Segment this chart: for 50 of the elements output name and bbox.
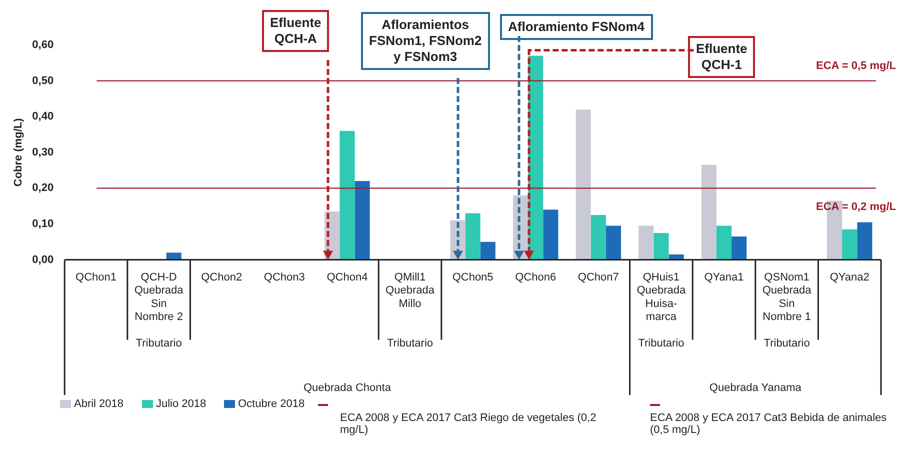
bar bbox=[340, 130, 355, 260]
y-tick-label: 0,10 bbox=[32, 218, 54, 230]
y-tick-label: 0,20 bbox=[32, 182, 54, 194]
y-tick-label: 0,50 bbox=[32, 74, 54, 87]
category-label: QCH-D Quebrada Sin Nombre 2 Tributario bbox=[134, 271, 184, 350]
bar bbox=[354, 181, 370, 260]
y-tick-label: 0,30 bbox=[32, 146, 54, 158]
x-tick-label: QYana1 bbox=[704, 271, 744, 284]
x-tick-label: QChon1 bbox=[76, 271, 116, 284]
legend-label: Octubre 2018 bbox=[238, 398, 305, 410]
ref-line-label: ECA = 0,5 mg/L bbox=[816, 60, 896, 72]
bar bbox=[842, 229, 858, 260]
y-axis-title: Cobre (mg/L) bbox=[12, 118, 25, 187]
x-tick-label: QChon4 bbox=[326, 271, 368, 284]
x-tick-label: QChon3 bbox=[264, 271, 305, 284]
bar bbox=[166, 252, 182, 260]
bar bbox=[465, 213, 480, 260]
legend-label: Abril 2018 bbox=[74, 398, 124, 410]
y-tick-label: 0,00 bbox=[32, 254, 54, 266]
bar bbox=[701, 164, 716, 260]
bar bbox=[480, 242, 496, 260]
bar bbox=[638, 226, 654, 260]
annotation: Efluente QCH-A bbox=[262, 10, 330, 52]
bar bbox=[732, 236, 747, 260]
text: Afloramiento FSNom4 bbox=[500, 14, 653, 40]
text: ECA 2008 y ECA 2017 Cat3 Riego de vegetales (0,2 mg/L) bbox=[340, 412, 598, 436]
y-tick-label: 0,60 bbox=[32, 39, 54, 52]
x-tick-label: QChon6 bbox=[515, 271, 556, 284]
category-label: QMill1 Quebrada Millo Tributario bbox=[386, 271, 434, 350]
bar bbox=[654, 232, 669, 260]
category-label: QHuis1 Quebrada Huisa- marca Tributario bbox=[636, 271, 686, 350]
x-tick-label: QChon2 bbox=[201, 271, 242, 284]
category-label: QSNom1 Quebrada Sin Nombre 1 Tributario bbox=[762, 271, 812, 350]
bar bbox=[857, 222, 872, 260]
bar bbox=[606, 226, 622, 260]
bar bbox=[543, 210, 558, 260]
y-tick-label: 0,40 bbox=[32, 110, 54, 123]
bar bbox=[576, 109, 591, 260]
bar bbox=[590, 215, 606, 260]
x-tick-label: QYana2 bbox=[830, 271, 870, 284]
annotation: Efluente QCH-1 bbox=[688, 36, 756, 78]
x-tick-label: QChon7 bbox=[578, 271, 619, 284]
ref-line-label: ECA = 0,2 mg/L bbox=[816, 201, 896, 214]
legend-label: Julio 2018 bbox=[156, 398, 206, 410]
text: Quebrada Yanama bbox=[709, 382, 802, 394]
bar bbox=[716, 226, 732, 260]
x-tick-label: QChon5 bbox=[452, 271, 494, 284]
text: Quebrada Chonta bbox=[303, 382, 392, 394]
annotation: Afloramientos FSNom1, FSNom2 y FSNom3 bbox=[361, 12, 490, 70]
text: ECA 2008 y ECA 2017 Cat3 Bebida de animales (0,5 mg/L) bbox=[650, 412, 888, 436]
